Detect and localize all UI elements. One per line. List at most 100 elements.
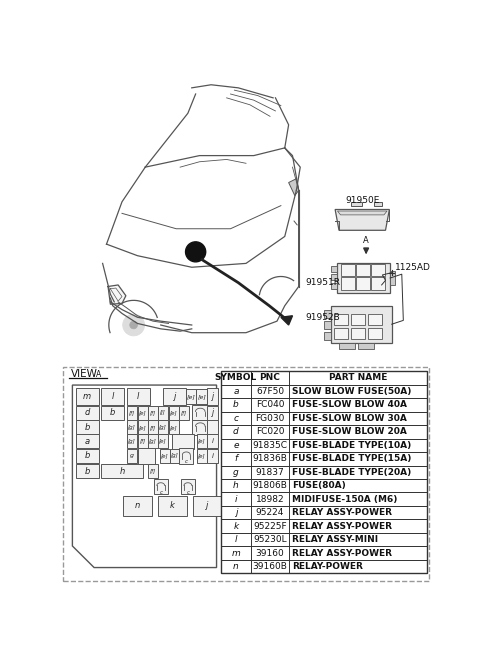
Bar — [207, 388, 218, 405]
Bar — [207, 406, 218, 420]
Text: c: c — [186, 490, 190, 495]
Text: FC020: FC020 — [256, 427, 284, 436]
Text: 91835C: 91835C — [252, 441, 288, 450]
Text: [g]: [g] — [149, 439, 157, 444]
Bar — [339, 343, 355, 349]
Bar — [101, 388, 124, 405]
Circle shape — [123, 314, 144, 336]
Polygon shape — [281, 316, 292, 325]
Text: FUSE-BLADE TYPE(20A): FUSE-BLADE TYPE(20A) — [292, 468, 412, 477]
Text: 91837: 91837 — [256, 468, 284, 477]
Bar — [331, 266, 337, 272]
Text: FG030: FG030 — [255, 414, 285, 423]
Text: m: m — [83, 392, 91, 401]
Bar — [148, 464, 158, 478]
Text: 95224: 95224 — [256, 508, 284, 517]
Text: k: k — [233, 521, 239, 531]
Circle shape — [147, 310, 156, 317]
Text: VIEW: VIEW — [71, 369, 98, 379]
Circle shape — [360, 234, 372, 246]
Bar — [186, 389, 196, 404]
Text: 95225F: 95225F — [253, 521, 287, 531]
Bar — [221, 371, 427, 384]
Text: [e]: [e] — [170, 425, 178, 430]
Text: d: d — [84, 408, 90, 417]
Text: [e]: [e] — [139, 410, 147, 415]
Bar — [221, 425, 427, 439]
Text: [f]: [f] — [150, 410, 156, 415]
Text: [f]: [f] — [181, 410, 187, 415]
Text: [g]: [g] — [171, 453, 179, 458]
Bar — [341, 264, 355, 276]
Text: g: g — [130, 453, 134, 458]
Text: RELAY ASSY-POWER: RELAY ASSY-POWER — [292, 508, 393, 517]
Circle shape — [186, 242, 206, 262]
Bar — [138, 434, 148, 448]
Text: b: b — [110, 408, 115, 417]
Bar — [351, 314, 365, 325]
Bar — [158, 434, 168, 448]
Bar — [101, 464, 144, 478]
Polygon shape — [72, 385, 216, 567]
Text: f: f — [234, 455, 238, 463]
Text: RELAY-POWER: RELAY-POWER — [292, 562, 363, 571]
Bar — [350, 202, 362, 206]
Bar — [221, 479, 427, 493]
Text: j: j — [235, 508, 237, 517]
Text: MIDIFUSE-150A (M6): MIDIFUSE-150A (M6) — [292, 495, 398, 504]
Text: j: j — [206, 502, 208, 510]
Text: b: b — [233, 400, 239, 409]
Bar — [172, 434, 194, 449]
Text: c: c — [233, 414, 239, 423]
Bar — [221, 506, 427, 519]
Text: A: A — [96, 370, 101, 379]
Bar — [127, 449, 137, 463]
Bar — [192, 420, 209, 435]
Text: a: a — [233, 387, 239, 396]
Text: i: i — [212, 438, 214, 444]
Bar — [123, 496, 152, 516]
Bar — [221, 384, 427, 398]
Bar — [196, 389, 207, 404]
Bar — [75, 388, 99, 405]
Text: e: e — [233, 441, 239, 450]
Bar — [75, 406, 99, 420]
Text: [e]: [e] — [170, 410, 178, 415]
Text: [e]: [e] — [139, 425, 147, 430]
Text: j: j — [212, 392, 214, 401]
Text: [e]: [e] — [198, 439, 205, 444]
Text: FC040: FC040 — [256, 400, 284, 409]
Bar — [179, 406, 189, 420]
Bar — [75, 464, 99, 478]
Text: FUSE-BLADE TYPE(10A): FUSE-BLADE TYPE(10A) — [292, 441, 412, 450]
Bar — [356, 264, 370, 276]
Bar — [221, 466, 427, 479]
Text: 91950E: 91950E — [345, 196, 380, 205]
Text: RELAY ASSY-MINI: RELAY ASSY-MINI — [292, 535, 379, 544]
Bar — [192, 405, 209, 421]
Bar — [138, 406, 148, 420]
Text: i: i — [235, 495, 237, 504]
Bar — [221, 439, 427, 452]
Text: b: b — [84, 451, 90, 460]
Text: 1125AD: 1125AD — [395, 263, 431, 272]
Text: [g]: [g] — [128, 439, 136, 444]
Bar — [331, 306, 392, 343]
Text: [g]: [g] — [128, 425, 136, 430]
Bar — [221, 398, 427, 411]
Bar — [356, 277, 370, 290]
Polygon shape — [108, 285, 126, 304]
Bar — [324, 321, 331, 329]
Bar — [75, 449, 99, 463]
Text: l: l — [137, 392, 140, 401]
Bar — [169, 406, 179, 420]
Text: l: l — [235, 535, 237, 544]
Bar — [341, 277, 355, 290]
Text: h: h — [120, 467, 125, 476]
Bar — [359, 343, 374, 349]
Bar — [324, 332, 331, 340]
Bar — [331, 283, 337, 289]
Text: [j]: [j] — [160, 410, 166, 415]
Text: [f]: [f] — [150, 469, 156, 474]
Text: k: k — [170, 502, 175, 510]
